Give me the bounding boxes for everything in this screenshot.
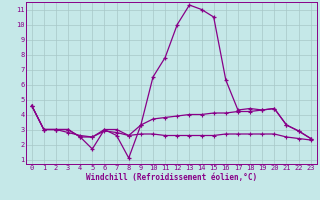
X-axis label: Windchill (Refroidissement éolien,°C): Windchill (Refroidissement éolien,°C) [86, 173, 257, 182]
